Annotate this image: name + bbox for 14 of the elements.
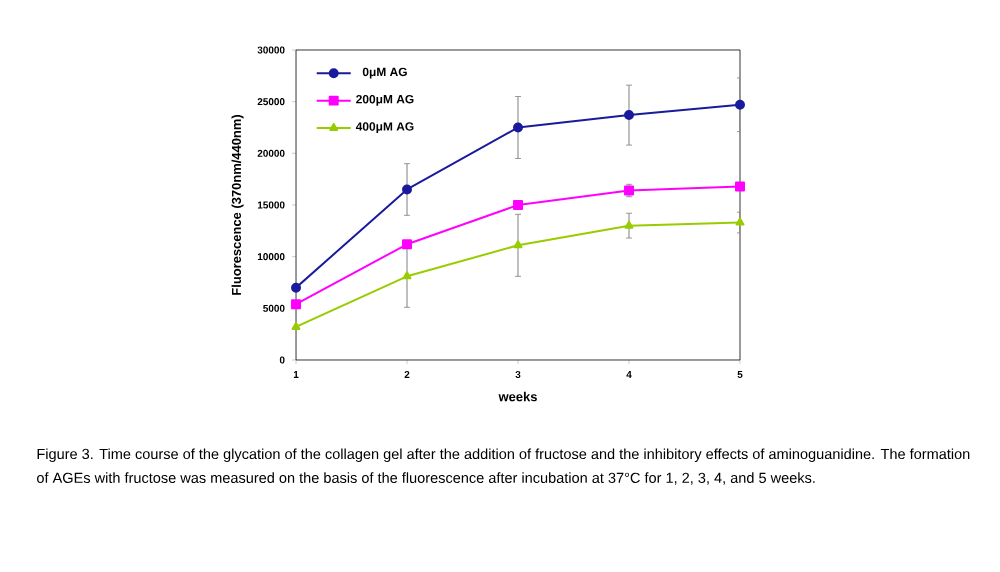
point [513, 200, 523, 210]
point [735, 181, 745, 192]
point [624, 220, 634, 229]
point [735, 217, 745, 226]
point [735, 99, 745, 110]
point [402, 271, 412, 280]
point [291, 282, 301, 293]
point [291, 299, 301, 310]
point [402, 239, 412, 250]
point [513, 240, 523, 249]
point [624, 110, 634, 121]
point [402, 184, 412, 195]
point [513, 122, 523, 133]
point [291, 321, 301, 330]
